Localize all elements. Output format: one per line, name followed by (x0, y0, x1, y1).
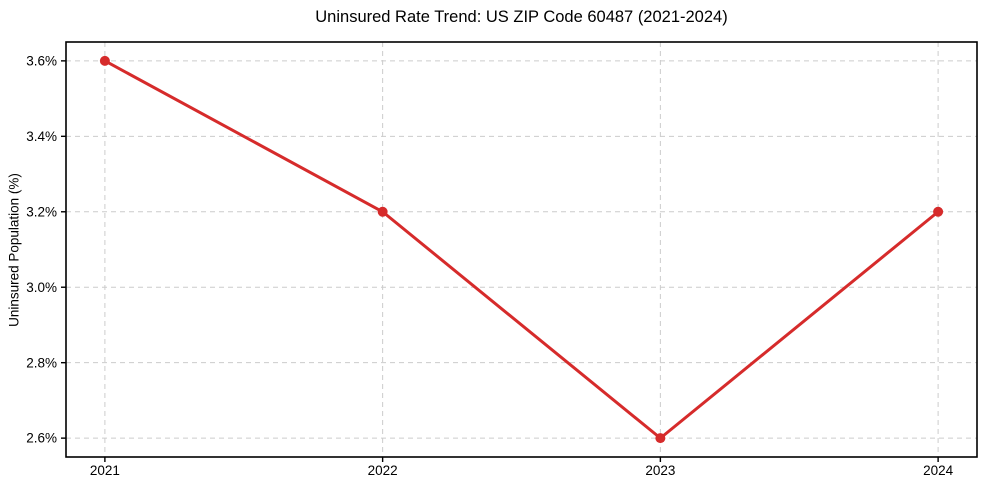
y-tick-label: 3.4% (26, 129, 57, 144)
y-tick-label: 3.2% (26, 204, 57, 219)
chart-title: Uninsured Rate Trend: US ZIP Code 60487 … (315, 8, 728, 26)
trend-line (103, 59, 940, 440)
y-tick-label: 3.0% (26, 280, 57, 295)
x-tick-label: 2021 (90, 463, 120, 478)
data-point (377, 206, 388, 217)
y-tick-label: 2.8% (26, 355, 57, 370)
y-tick-label: 2.6% (26, 431, 57, 446)
data-point (99, 55, 110, 66)
data-point (933, 206, 944, 217)
data-point (655, 433, 666, 444)
plot-border (65, 41, 978, 458)
x-tick-label: 2024 (923, 463, 954, 478)
y-tick-label: 3.6% (26, 53, 57, 68)
x-tick-label: 2022 (368, 463, 398, 478)
x-tick-label: 2023 (645, 463, 675, 478)
